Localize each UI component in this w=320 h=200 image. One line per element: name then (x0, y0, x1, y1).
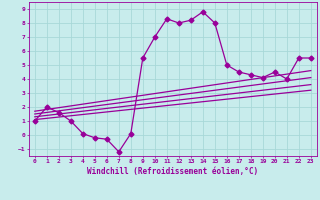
X-axis label: Windchill (Refroidissement éolien,°C): Windchill (Refroidissement éolien,°C) (87, 167, 258, 176)
